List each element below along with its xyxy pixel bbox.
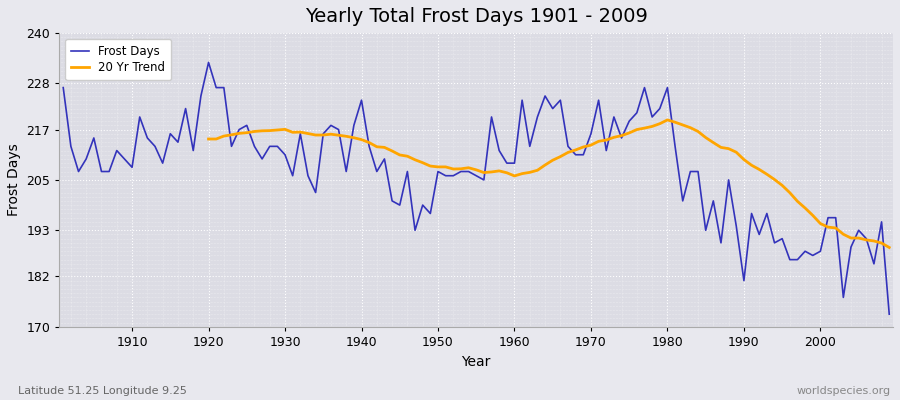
20 Yr Trend — [662, 118, 673, 122]
20 Yr Trend — [777, 183, 788, 188]
20 Yr Trend — [861, 238, 872, 242]
Line: Frost Days: Frost Days — [63, 62, 889, 314]
Legend: Frost Days, 20 Yr Trend: Frost Days, 20 Yr Trend — [66, 39, 171, 80]
20 Yr Trend — [884, 245, 895, 250]
20 Yr Trend — [410, 157, 420, 162]
Frost Days — [509, 161, 520, 166]
20 Yr Trend — [792, 199, 803, 204]
20 Yr Trend — [685, 125, 696, 130]
Frost Days — [517, 98, 527, 102]
Frost Days — [58, 85, 68, 90]
20 Yr Trend — [203, 137, 214, 142]
Text: Latitude 51.25 Longitude 9.25: Latitude 51.25 Longitude 9.25 — [18, 386, 187, 396]
Frost Days — [341, 169, 352, 174]
Frost Days — [203, 60, 214, 65]
Frost Days — [119, 156, 130, 161]
Title: Yearly Total Frost Days 1901 - 2009: Yearly Total Frost Days 1901 - 2009 — [305, 7, 648, 26]
Frost Days — [884, 312, 895, 316]
Text: worldspecies.org: worldspecies.org — [796, 386, 891, 396]
20 Yr Trend — [295, 130, 306, 134]
X-axis label: Year: Year — [462, 355, 490, 369]
Line: 20 Yr Trend: 20 Yr Trend — [209, 120, 889, 248]
Frost Days — [608, 114, 619, 119]
Frost Days — [295, 131, 306, 136]
Y-axis label: Frost Days: Frost Days — [7, 144, 21, 216]
